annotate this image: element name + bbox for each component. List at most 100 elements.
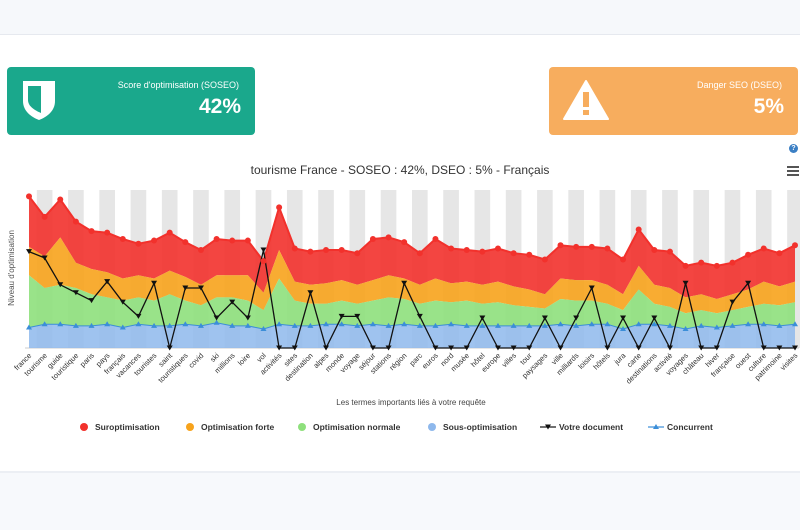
legend-label: Optimisation forte (201, 422, 274, 432)
suroptimisation-point (651, 247, 658, 254)
suroptimisation-point (448, 245, 455, 252)
votre-document-point (57, 282, 64, 288)
area-0 (29, 196, 795, 299)
suroptimisation-point (573, 243, 580, 250)
concurrent-point (182, 321, 189, 327)
votre-document-point (88, 298, 95, 304)
votre-document-point (385, 345, 392, 351)
legend-marker (428, 423, 436, 431)
concurrent-point (260, 326, 267, 332)
soseo-value: 42% (198, 95, 241, 118)
legend-marker (545, 424, 551, 430)
legend-label: Suroptimisation (95, 422, 160, 432)
concurrent-point (776, 322, 783, 328)
x-axis-label: Les termes importants liés à votre requê… (336, 398, 486, 407)
legend-item[interactable]: Optimisation forte (186, 422, 274, 432)
suroptimisation-point (463, 247, 470, 254)
votre-document-point (369, 345, 376, 351)
legend-item[interactable]: Optimisation normale (298, 422, 401, 432)
votre-document-point (323, 345, 330, 351)
concurrent-point (369, 321, 376, 327)
dseo-card: Danger SEO (DSEO) 5% (549, 67, 798, 135)
legend-item[interactable]: Concurrent (648, 422, 713, 432)
shield-icon (21, 79, 57, 126)
suroptimisation-point (291, 245, 298, 252)
concurrent-point (573, 322, 580, 328)
suroptimisation-point (526, 251, 533, 258)
hamburger-menu-icon[interactable] (787, 166, 799, 178)
concurrent-point (276, 321, 283, 327)
suroptimisation-point (260, 258, 267, 265)
help-icon[interactable]: ? (789, 144, 798, 153)
suroptimisation-point (620, 256, 627, 263)
suroptimisation-point (557, 242, 564, 249)
suroptimisation-point (635, 226, 642, 233)
concurrent-point (666, 322, 673, 328)
legend-marker (80, 423, 88, 431)
votre-document-point (41, 255, 48, 261)
concurrent-point (541, 322, 548, 328)
area-1 (29, 237, 795, 314)
suroptimisation-point (72, 218, 79, 225)
concurrent-point (448, 321, 455, 327)
votre-document-point (72, 290, 79, 296)
votre-document-point (463, 345, 470, 351)
votre-document-point (401, 280, 408, 286)
suroptimisation-point (432, 235, 439, 242)
suroptimisation-point (682, 262, 689, 269)
concurrent-point (151, 322, 158, 328)
dseo-value: 5% (753, 95, 784, 118)
suroptimisation-point (244, 237, 251, 244)
suroptimisation-point (338, 247, 345, 254)
legend-item[interactable]: Votre document (540, 422, 623, 432)
legend-item[interactable]: Suroptimisation (80, 422, 160, 432)
concurrent-point (323, 321, 330, 327)
concurrent-point (682, 326, 689, 332)
concurrent-point (604, 321, 611, 327)
votre-document-point (557, 345, 564, 351)
legend-item[interactable]: Sous-optimisation (428, 422, 517, 432)
votre-document-point (713, 345, 720, 351)
votre-document-point (588, 285, 595, 291)
votre-document-point (666, 345, 673, 351)
votre-document-point (354, 313, 361, 319)
concurrent-point (41, 321, 48, 327)
suroptimisation-point (229, 237, 236, 244)
suroptimisation-point (197, 247, 204, 254)
votre-document-point (432, 345, 439, 351)
suroptimisation-point (745, 251, 752, 258)
legend-marker (653, 424, 659, 429)
votre-document-point (260, 247, 267, 253)
votre-document-point (698, 345, 705, 351)
suroptimisation-point (729, 259, 736, 266)
concurrent-point (166, 322, 173, 328)
suroptimisation-point (57, 196, 64, 203)
concurrent-point (698, 322, 705, 328)
concurrent-line (28, 322, 796, 330)
x-tick-label: villes (500, 351, 518, 369)
concurrent-point (401, 321, 408, 327)
suroptimisation-point (26, 193, 32, 200)
votre-document-point (151, 280, 158, 286)
concurrent-point (307, 322, 314, 328)
votre-document-point (244, 315, 251, 321)
legend-label: Concurrent (667, 422, 713, 432)
votre-document-point (620, 315, 627, 321)
votre-document-line (28, 249, 795, 350)
concurrent-point (792, 321, 798, 327)
votre-document-point (760, 345, 767, 351)
suroptimisation-point (494, 245, 501, 252)
votre-document-point (276, 345, 283, 351)
x-tick-label: hôtels (591, 351, 612, 372)
chart: tourisme France - SOSEO : 42%, DSEO : 5%… (7, 163, 800, 432)
votre-document-point (229, 299, 236, 305)
votre-document-point (26, 249, 32, 255)
suroptimisation-point (151, 237, 158, 244)
votre-document-point (573, 315, 580, 321)
suroptimisation-point (416, 250, 423, 257)
concurrent-point (229, 322, 236, 328)
concurrent-point (651, 321, 658, 327)
concurrent-point (213, 319, 220, 325)
votre-document-point (197, 285, 204, 291)
votre-document-point (729, 299, 736, 305)
